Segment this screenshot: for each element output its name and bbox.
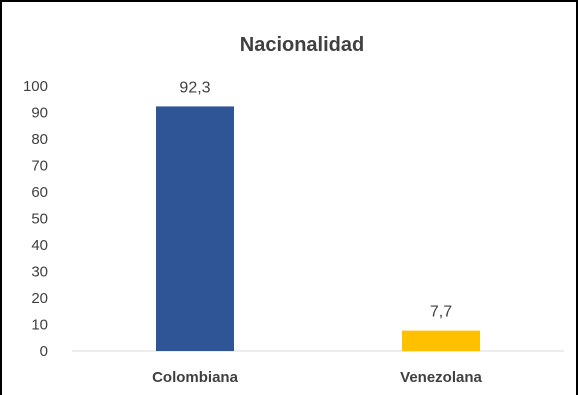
- bar-colombiana: [156, 106, 234, 351]
- y-tick-label: 100: [23, 78, 48, 95]
- y-tick-label: 10: [31, 317, 48, 334]
- y-tick-label: 90: [31, 105, 48, 122]
- chart-title: Nacionalidad: [240, 34, 364, 56]
- y-tick-label: 50: [31, 211, 48, 228]
- y-tick-label: 30: [31, 264, 48, 281]
- bar-venezolana: [402, 330, 480, 351]
- y-tick-label: 60: [31, 184, 48, 201]
- y-tick-label: 0: [40, 343, 48, 360]
- y-tick-label: 70: [31, 158, 48, 175]
- y-tick-label: 20: [31, 290, 48, 307]
- y-tick-label: 40: [31, 237, 48, 254]
- category-label: Venezolana: [400, 369, 482, 386]
- category-label: Colombiana: [152, 369, 238, 386]
- data-label: 92,3: [179, 79, 210, 96]
- data-label: 7,7: [430, 304, 452, 321]
- y-tick-label: 80: [31, 131, 48, 148]
